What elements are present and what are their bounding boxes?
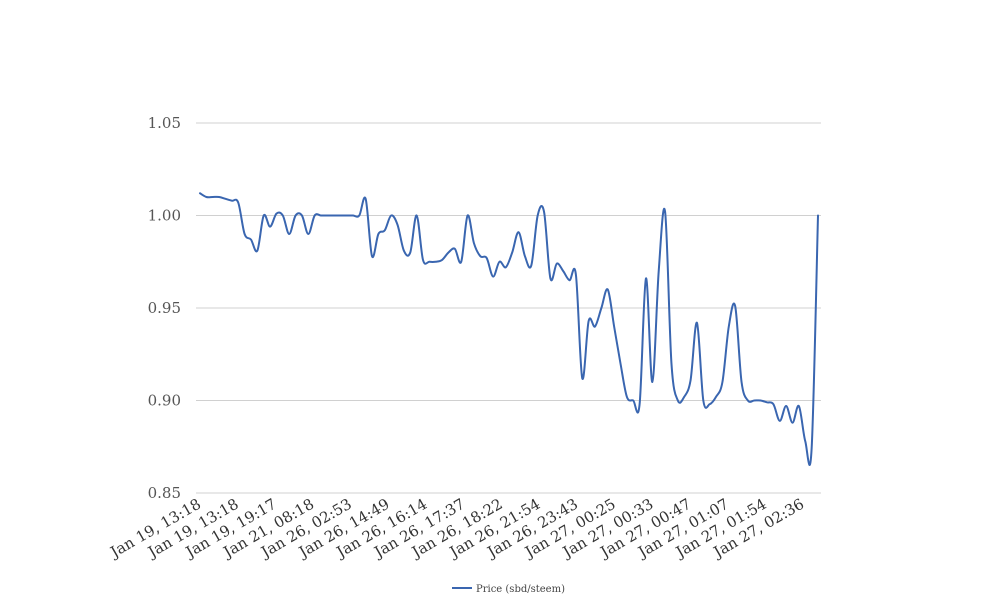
grid-layer xyxy=(196,122,821,494)
legend: Price (sbd/steem) xyxy=(452,584,565,595)
y-tick-label: 0.90 xyxy=(148,392,181,410)
y-tick-label: 1.05 xyxy=(148,114,181,132)
y-tick-label: 0.95 xyxy=(148,299,181,317)
y-axis: 0.85 0.90 0.95 1.00 1.05 xyxy=(148,114,181,502)
legend-label: Price (sbd/steem) xyxy=(476,584,565,595)
y-tick-label: 1.00 xyxy=(148,207,181,225)
y-tick-label: 0.85 xyxy=(148,484,181,502)
series-layer xyxy=(199,192,819,466)
series-line-price xyxy=(199,192,819,466)
